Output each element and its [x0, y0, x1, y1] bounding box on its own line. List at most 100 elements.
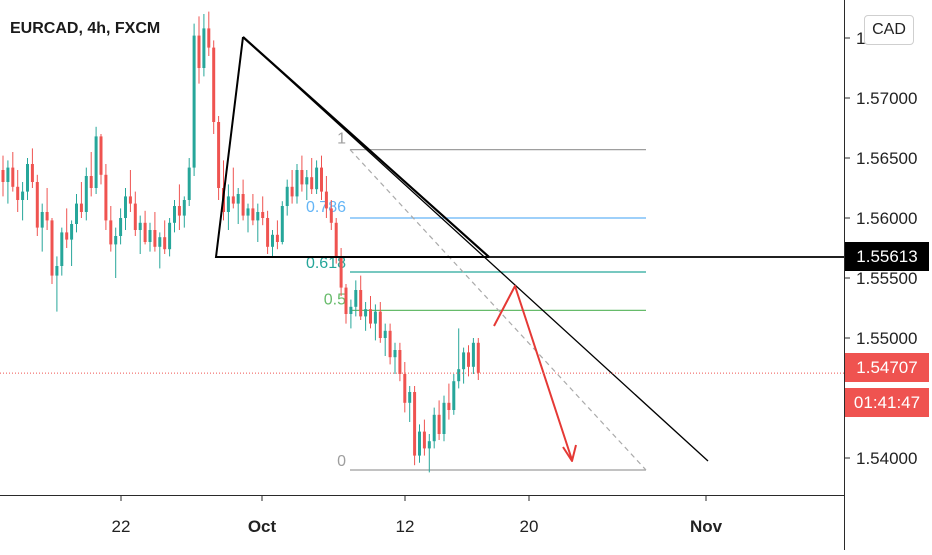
candle-body	[217, 122, 221, 188]
candle-body	[462, 352, 466, 370]
fib-trend-dashed[interactable]	[349, 149, 647, 471]
candle-body	[329, 208, 333, 223]
candle-body	[324, 191, 328, 209]
candle-body	[261, 212, 265, 218]
candle-body	[212, 47, 216, 122]
candle-body	[241, 194, 245, 216]
candle-body	[75, 203, 78, 224]
time-tick-label: Nov	[690, 517, 723, 536]
candle-body	[1, 170, 5, 182]
candle-body	[256, 212, 260, 221]
price-tick-label: 1.56000	[856, 209, 917, 228]
candle-body	[408, 392, 412, 403]
fib-level-label: 1	[337, 131, 346, 148]
candle-body	[246, 208, 250, 216]
candle-body	[99, 136, 103, 175]
candle-body	[114, 236, 118, 245]
candle-body	[148, 230, 152, 242]
candle-body	[383, 330, 387, 338]
candle-body	[138, 222, 142, 230]
candle-body	[173, 206, 176, 223]
candle-body	[275, 234, 279, 242]
candle-body	[271, 234, 274, 247]
symbol-title[interactable]: EURCAD, 4h, FXCM	[10, 20, 161, 37]
candle-body	[403, 374, 407, 403]
candle-body	[226, 196, 230, 212]
candle-body	[300, 170, 304, 185]
candle-body	[55, 266, 59, 276]
candle-body	[143, 222, 147, 242]
candle-body	[447, 402, 451, 410]
candle-body	[354, 290, 358, 307]
price-tick-label: 1.54000	[856, 449, 917, 468]
time-tick-label: 22	[112, 517, 131, 536]
candle-body	[16, 186, 20, 200]
candle-body	[413, 392, 417, 456]
candle-body	[457, 369, 461, 382]
candle-body	[21, 191, 25, 200]
candle-body	[192, 35, 196, 168]
candle-body	[26, 164, 29, 192]
candle-body	[40, 212, 44, 228]
candle-body	[388, 330, 392, 358]
time-tick-label: Oct	[248, 517, 277, 536]
candle-body	[344, 287, 348, 314]
candle-body	[315, 167, 319, 190]
candle-body	[168, 222, 172, 250]
candles-layer	[1, 11, 480, 473]
candle-body	[124, 196, 127, 218]
last-price-tag: 1.54707	[845, 353, 929, 382]
candle-body	[70, 224, 74, 240]
candle-body	[290, 186, 294, 197]
candle-body	[11, 167, 15, 187]
candle-body	[236, 194, 240, 204]
candle-body	[467, 352, 470, 367]
candle-body	[133, 203, 137, 230]
candle-body	[45, 212, 49, 221]
projection-arrow[interactable]	[493, 285, 573, 461]
candle-body	[295, 170, 299, 197]
candle-body	[349, 306, 353, 314]
candle-body	[437, 414, 441, 434]
bar-countdown-tag: 01:41:47	[845, 388, 929, 417]
currency-badge[interactable]: CAD	[864, 15, 914, 45]
projection-arrowhead	[562, 444, 577, 462]
candle-body	[364, 309, 368, 317]
candle-body	[187, 167, 191, 200]
candle-body	[207, 28, 211, 48]
candle-body	[452, 381, 456, 410]
candle-body	[65, 232, 69, 240]
candle-body	[163, 237, 167, 250]
candle-body	[266, 218, 270, 247]
price-tick-label: 1.55500	[856, 269, 917, 288]
candle-body	[104, 174, 108, 221]
descending-trendline-long[interactable]	[242, 36, 709, 462]
candle-body	[393, 350, 397, 358]
candle-body	[94, 136, 98, 188]
price-tick-label: 1.55000	[856, 329, 917, 348]
candle-body	[285, 186, 289, 206]
candle-body	[427, 441, 431, 449]
drawings-layer[interactable]	[214, 36, 845, 462]
candle-body	[153, 230, 157, 247]
candle-body	[202, 28, 206, 68]
candle-body	[177, 206, 181, 216]
candle-body	[128, 196, 132, 204]
candle-body	[471, 342, 475, 367]
price-tick-label: 1	[856, 29, 865, 48]
candle-body	[197, 35, 201, 68]
candle-body	[50, 220, 54, 276]
candle-body	[305, 177, 309, 185]
candle-body	[422, 431, 426, 449]
candle-body	[84, 176, 88, 212]
candle-body	[334, 222, 338, 257]
candle-body	[359, 290, 363, 317]
candle-body	[158, 237, 162, 247]
candle-body	[320, 167, 323, 192]
candle-body	[378, 311, 382, 338]
candle-body	[251, 208, 255, 221]
candle-body	[398, 350, 402, 374]
